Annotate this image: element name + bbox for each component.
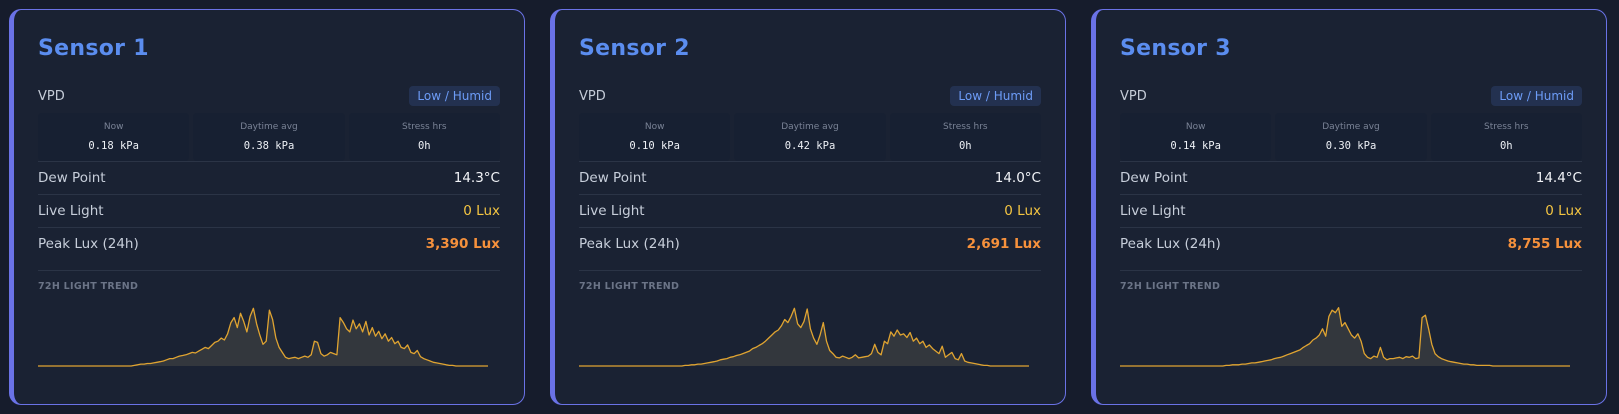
stat-label: Now (103, 122, 124, 132)
trend-area (579, 308, 1029, 366)
trend-line (38, 307, 488, 367)
stat-label: Daytime avg (240, 122, 298, 132)
vpd-status-badge: Low / Humid (1491, 86, 1582, 106)
live-light-label: Live Light (38, 203, 104, 219)
peak-lux-value: 2,691 Lux (966, 236, 1041, 252)
stat-value: 0.10 kPa (629, 140, 680, 152)
light-trend-sparkline (579, 307, 1029, 367)
vpd-label: VPD (579, 88, 606, 104)
vpd-stress-hrs-stat: Stress hrs 0h (348, 113, 500, 161)
peak-lux-label: Peak Lux (24h) (38, 236, 139, 252)
dew-point-label: Dew Point (1120, 170, 1188, 186)
stat-value: 0h (1499, 140, 1513, 152)
stat-label: Daytime avg (781, 122, 839, 132)
live-light-value: 0 Lux (463, 203, 500, 219)
vpd-stats: Now 0.14 kPa Daytime avg 0.30 kPa Stress… (1120, 113, 1582, 161)
dew-point-value: 14.4°C (1535, 170, 1582, 186)
peak-lux-label: Peak Lux (24h) (579, 236, 680, 252)
peak-lux-label: Peak Lux (24h) (1120, 236, 1221, 252)
trend-area (38, 308, 488, 366)
vpd-now-stat: Now 0.10 kPa (579, 113, 731, 161)
trend-area (1120, 307, 1570, 366)
vpd-header: VPD Low / Humid (579, 85, 1041, 107)
stat-value: 0h (417, 140, 431, 152)
dew-point-row: Dew Point 14.4°C (1120, 161, 1582, 194)
trend-label: 72H LIGHT TREND (579, 281, 680, 292)
stat-value: 0.30 kPa (1325, 140, 1377, 152)
vpd-status-badge: Low / Humid (409, 86, 500, 106)
stat-label: Now (1185, 122, 1206, 132)
vpd-label: VPD (1120, 88, 1147, 104)
live-light-value: 0 Lux (1004, 203, 1041, 219)
vpd-stress-hrs-stat: Stress hrs 0h (1430, 113, 1582, 161)
dew-point-label: Dew Point (38, 170, 106, 186)
peak-lux-value: 3,390 Lux (425, 236, 500, 252)
vpd-status-badge: Low / Humid (950, 86, 1041, 106)
stat-value: 0h (958, 140, 972, 152)
peak-lux-row: Peak Lux (24h) 2,691 Lux (579, 227, 1041, 260)
light-trend: 72H LIGHT TREND (1120, 270, 1582, 368)
peak-lux-value: 8,755 Lux (1507, 236, 1582, 252)
dew-point-label: Dew Point (579, 170, 647, 186)
stat-label: Stress hrs (402, 122, 447, 132)
stat-value: 0.38 kPa (243, 140, 295, 152)
live-light-label: Live Light (1120, 203, 1186, 219)
trend-line (1120, 307, 1570, 367)
sensor-card: Sensor 3 VPD Low / Humid Now 0.14 kPa Da… (1091, 9, 1607, 405)
dew-point-row: Dew Point 14.3°C (38, 161, 500, 194)
stat-label: Daytime avg (1322, 122, 1380, 132)
live-light-value: 0 Lux (1545, 203, 1582, 219)
trend-label: 72H LIGHT TREND (1120, 281, 1221, 292)
light-trend-sparkline (38, 307, 488, 367)
stat-label: Now (644, 122, 665, 132)
trend-line (579, 307, 1029, 367)
peak-lux-row: Peak Lux (24h) 8,755 Lux (1120, 227, 1582, 260)
light-trend: 72H LIGHT TREND (38, 270, 500, 368)
vpd-now-stat: Now 0.14 kPa (1120, 113, 1272, 161)
light-trend: 72H LIGHT TREND (579, 270, 1041, 368)
vpd-stats: Now 0.18 kPa Daytime avg 0.38 kPa Stress… (38, 113, 500, 161)
stat-label: Stress hrs (943, 122, 988, 132)
vpd-daytime-avg-stat: Daytime avg 0.38 kPa (193, 113, 345, 161)
light-trend-sparkline (1120, 307, 1570, 367)
stat-value: 0.14 kPa (1170, 140, 1221, 152)
sensor-card: Sensor 2 VPD Low / Humid Now 0.10 kPa Da… (550, 9, 1066, 405)
sensor-title: Sensor 3 (1120, 36, 1231, 61)
vpd-header: VPD Low / Humid (38, 85, 500, 107)
vpd-stress-hrs-stat: Stress hrs 0h (889, 113, 1041, 161)
vpd-label: VPD (38, 88, 65, 104)
vpd-daytime-avg-stat: Daytime avg 0.42 kPa (734, 113, 886, 161)
dew-point-value: 14.0°C (994, 170, 1041, 186)
dew-point-value: 14.3°C (453, 170, 500, 186)
sensor-title: Sensor 1 (38, 36, 149, 61)
stat-label: Stress hrs (1484, 122, 1529, 132)
peak-lux-row: Peak Lux (24h) 3,390 Lux (38, 227, 500, 260)
live-light-row: Live Light 0 Lux (38, 194, 500, 227)
sensor-title: Sensor 2 (579, 36, 690, 61)
live-light-label: Live Light (579, 203, 645, 219)
live-light-row: Live Light 0 Lux (579, 194, 1041, 227)
vpd-daytime-avg-stat: Daytime avg 0.30 kPa (1275, 113, 1427, 161)
live-light-row: Live Light 0 Lux (1120, 194, 1582, 227)
stat-value: 0.42 kPa (784, 140, 836, 152)
vpd-now-stat: Now 0.18 kPa (38, 113, 190, 161)
dew-point-row: Dew Point 14.0°C (579, 161, 1041, 194)
sensor-card: Sensor 1 VPD Low / Humid Now 0.18 kPa Da… (9, 9, 525, 405)
vpd-header: VPD Low / Humid (1120, 85, 1582, 107)
vpd-stats: Now 0.10 kPa Daytime avg 0.42 kPa Stress… (579, 113, 1041, 161)
trend-label: 72H LIGHT TREND (38, 281, 139, 292)
stat-value: 0.18 kPa (88, 140, 139, 152)
